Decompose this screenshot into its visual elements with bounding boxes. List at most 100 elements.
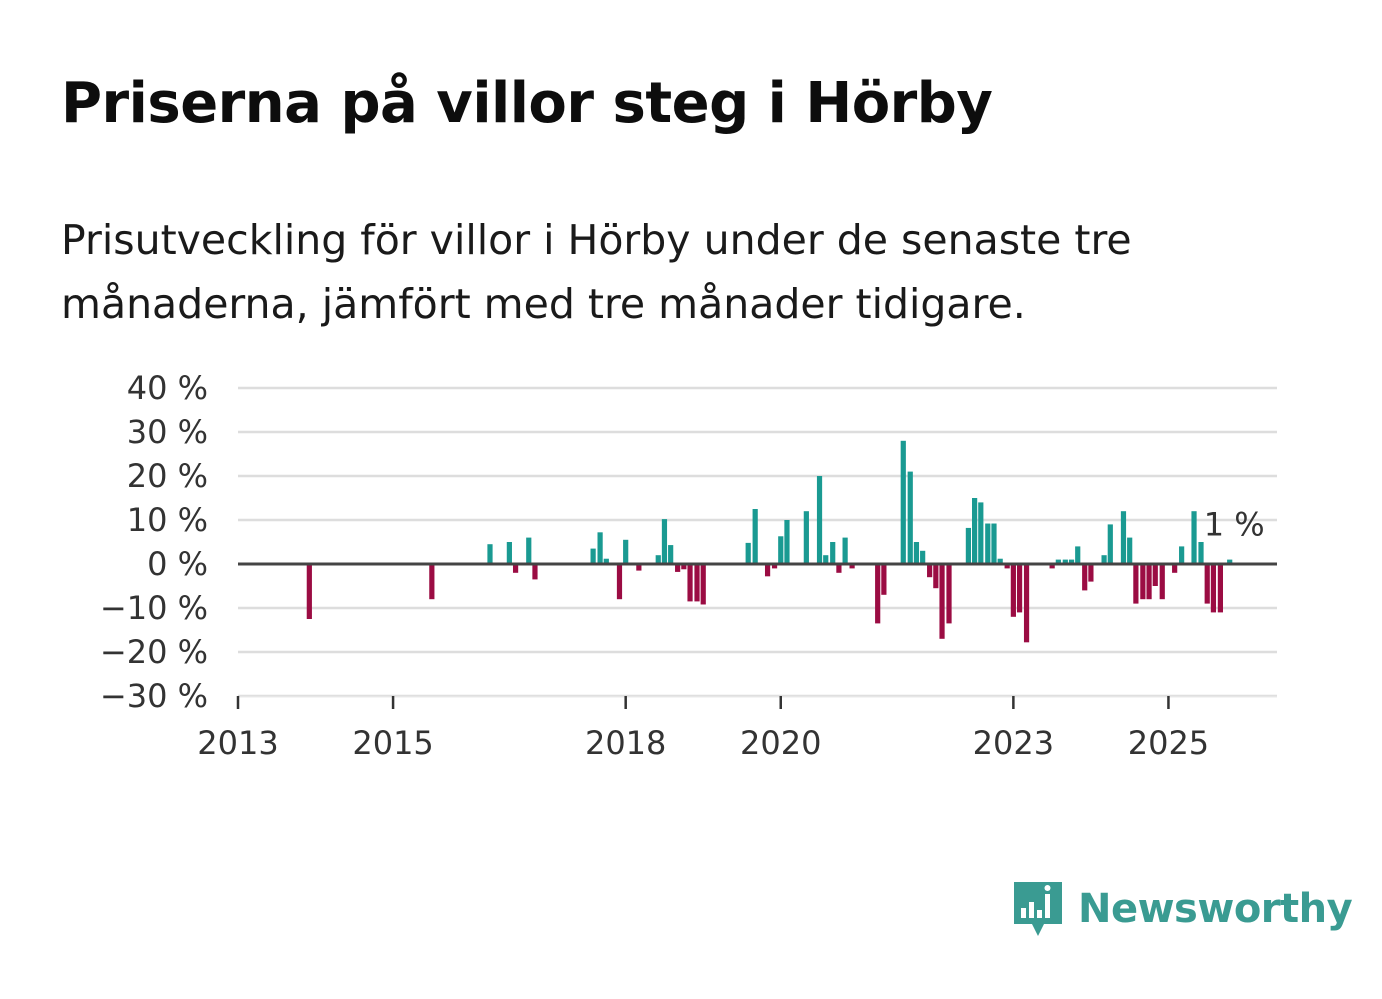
bar: [532, 564, 538, 580]
bar: [816, 476, 823, 564]
y-tick-label: 30 %: [127, 413, 208, 451]
y-tick-label: 0 %: [147, 545, 208, 583]
bar: [668, 545, 674, 564]
bar: [694, 564, 700, 602]
bar: [636, 564, 642, 571]
bar: [764, 564, 771, 577]
bar: [1088, 564, 1094, 582]
bar: [526, 537, 532, 564]
bar: [836, 564, 842, 573]
bar: [946, 564, 952, 624]
chart-title: Priserna på villor steg i Hörby: [61, 71, 993, 136]
bar: [1172, 564, 1178, 573]
bar: [1217, 564, 1223, 613]
y-tick-label: 40 %: [127, 369, 208, 407]
y-tick-label: 20 %: [127, 457, 208, 495]
bar: [1023, 564, 1030, 643]
y-tick-label: −20 %: [100, 633, 208, 671]
bar: [830, 542, 836, 564]
bar: [1204, 564, 1210, 604]
annotation-group: 1 %: [1204, 506, 1265, 544]
y-tick-label: 10 %: [127, 501, 208, 539]
annotation-label: 1 %: [1204, 506, 1265, 544]
bar: [745, 542, 751, 564]
chart-subtitle: Prisutveckling för villor i Hörby under …: [61, 216, 1132, 328]
bar: [1082, 564, 1088, 591]
x-tick-label: 2015: [352, 724, 433, 762]
bar: [661, 519, 668, 564]
bar: [623, 539, 629, 564]
newsworthy-logo: Newsworthy: [1010, 878, 1353, 940]
bar: [803, 511, 809, 564]
bar: [681, 564, 687, 570]
bar: [849, 564, 855, 569]
bar: [1075, 546, 1081, 564]
bar: [842, 537, 848, 564]
bar: [1062, 559, 1068, 564]
bar: [900, 440, 906, 564]
bar: [597, 532, 603, 564]
bar: [1198, 542, 1204, 564]
bar: [687, 564, 693, 602]
bar: [920, 550, 926, 564]
newsworthy-logo-icon: [1014, 882, 1062, 936]
bar: [1016, 564, 1023, 613]
grid-lines: [238, 386, 1277, 698]
bar: [1127, 537, 1133, 564]
bar-series: [306, 440, 1233, 643]
y-tick-label: −10 %: [100, 589, 208, 627]
bar: [823, 555, 829, 564]
bar: [927, 564, 933, 578]
bar: [1146, 564, 1152, 600]
bar: [1010, 564, 1016, 617]
bar: [881, 564, 887, 595]
bar: [752, 509, 758, 564]
bar: [875, 564, 881, 624]
bar: [603, 558, 609, 564]
bar: [1133, 564, 1139, 604]
bar: [700, 564, 706, 605]
bar: [1101, 555, 1107, 564]
bar: [1004, 564, 1010, 569]
bar: [1120, 511, 1127, 564]
bar: [1055, 559, 1061, 564]
x-tick-label: 2020: [740, 724, 821, 762]
x-tick-label: 2025: [1128, 724, 1209, 762]
bar: [991, 523, 997, 564]
bar: [1227, 559, 1233, 564]
bar: [675, 564, 681, 572]
bar: [1107, 524, 1113, 564]
bar: [1049, 564, 1055, 569]
bar: [306, 564, 312, 619]
x-axis: 2013 2015 2018 2020 2023 2025: [197, 696, 1209, 762]
bar: [997, 558, 1003, 564]
bar: [933, 564, 939, 589]
bar: [778, 536, 784, 564]
bar: [487, 544, 493, 564]
bar: [1191, 511, 1197, 564]
bar: [907, 471, 913, 564]
bar: [965, 527, 972, 564]
x-tick-label: 2013: [197, 724, 278, 762]
bar: [1210, 564, 1217, 613]
bar: [506, 542, 512, 564]
bar: [655, 555, 661, 564]
bar: [972, 498, 978, 564]
x-tick-label: 2018: [585, 724, 666, 762]
bar: [913, 542, 920, 564]
bar: [939, 564, 945, 639]
bar: [1068, 559, 1075, 564]
bar: [985, 523, 991, 564]
brand-name: Newsworthy: [1078, 886, 1353, 932]
bar: [1152, 564, 1158, 586]
y-axis-labels: 40 % 30 % 20 % 10 % 0 % −10 % −20 % −30 %: [100, 369, 208, 715]
bar: [429, 564, 435, 600]
bar: [616, 564, 623, 600]
bar-chart: 40 % 30 % 20 % 10 % 0 % −10 % −20 % −30 % 2013 2…: [100, 369, 1277, 762]
bar: [1140, 564, 1146, 600]
bar: [978, 502, 984, 564]
bar: [784, 520, 790, 564]
bar: [512, 564, 519, 573]
bar: [1179, 546, 1185, 564]
y-tick-label: −30 %: [100, 677, 208, 715]
